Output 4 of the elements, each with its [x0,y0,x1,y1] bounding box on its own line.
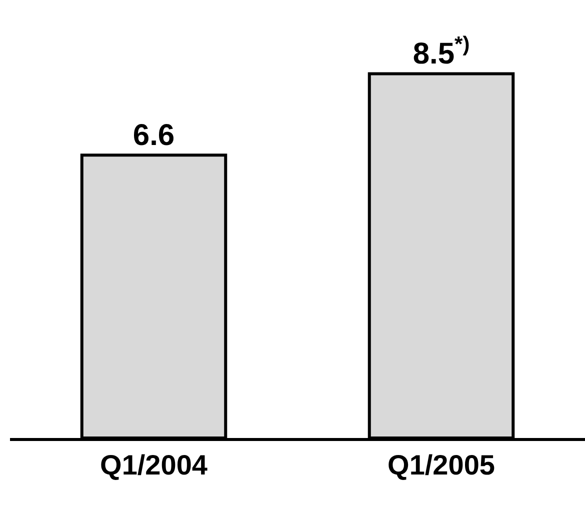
data-label: 8.5$^{*)}$ [412,33,470,71]
data-label: 6.6 [132,119,175,152]
x-tick-label: Q1/2005 [388,450,495,481]
x-tick-label: Q1/2004 [100,450,208,481]
